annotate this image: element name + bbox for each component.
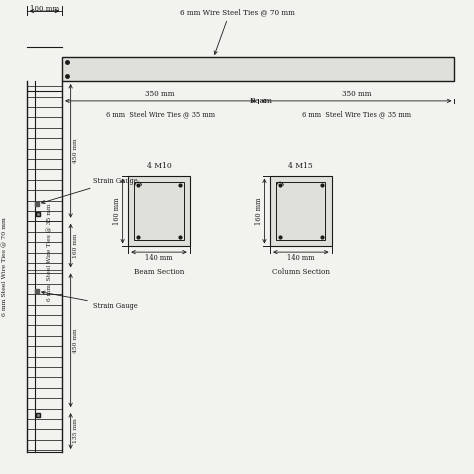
Text: Strain Gauge: Strain Gauge xyxy=(42,291,137,310)
Text: 4 M15: 4 M15 xyxy=(288,162,313,170)
Text: 350 mm: 350 mm xyxy=(342,90,371,98)
Bar xyxy=(135,182,183,240)
Text: 135 mm: 135 mm xyxy=(73,419,79,444)
Bar xyxy=(270,175,331,246)
Text: 6 mm Steel Wire Ties @ 70 mm: 6 mm Steel Wire Ties @ 70 mm xyxy=(2,217,7,316)
Text: 4 M10: 4 M10 xyxy=(146,162,172,170)
Text: Strain Gauge: Strain Gauge xyxy=(42,177,137,203)
Bar xyxy=(62,57,455,81)
Text: 6 mm  Steel Wire Ties @ 35 mm: 6 mm Steel Wire Ties @ 35 mm xyxy=(47,204,52,301)
Text: 450 mm: 450 mm xyxy=(73,138,79,163)
Text: 450 mm: 450 mm xyxy=(73,328,79,353)
Bar xyxy=(276,182,325,240)
Text: Beam: Beam xyxy=(249,97,272,105)
Text: 350 mm: 350 mm xyxy=(146,90,175,98)
Bar xyxy=(128,175,190,246)
Text: 100 mm: 100 mm xyxy=(29,5,59,13)
Text: Column Section: Column Section xyxy=(272,268,330,276)
Text: 6 mm Wire Steel Ties @ 70 mm: 6 mm Wire Steel Ties @ 70 mm xyxy=(180,9,294,17)
Text: Beam Section: Beam Section xyxy=(134,268,184,276)
Text: 160 mm: 160 mm xyxy=(255,197,263,225)
Text: 6 mm  Steel Wire Ties @ 35 mm: 6 mm Steel Wire Ties @ 35 mm xyxy=(302,110,411,118)
Text: 140 mm: 140 mm xyxy=(145,254,173,262)
Text: 140 mm: 140 mm xyxy=(287,254,315,262)
Text: 160 mm: 160 mm xyxy=(113,197,121,225)
Text: 6 mm  Steel Wire Ties @ 35 mm: 6 mm Steel Wire Ties @ 35 mm xyxy=(106,110,215,118)
Text: 160 mm: 160 mm xyxy=(73,233,79,258)
